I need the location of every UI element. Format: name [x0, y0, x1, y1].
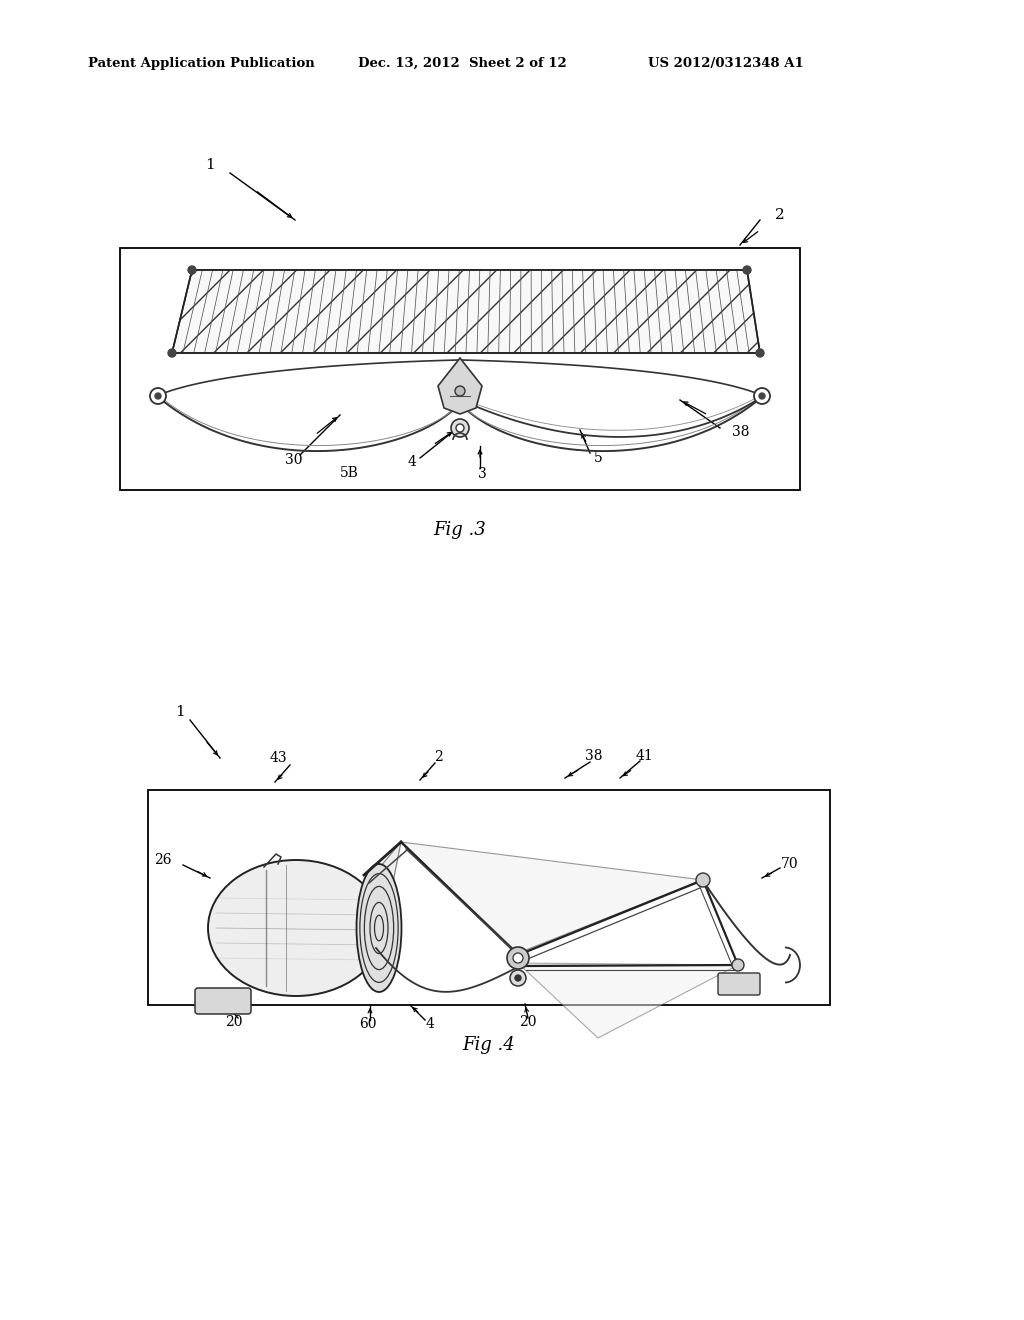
Circle shape: [451, 418, 469, 437]
Text: Fig .4: Fig .4: [463, 1036, 515, 1053]
Polygon shape: [518, 964, 738, 1038]
Circle shape: [732, 960, 744, 972]
FancyBboxPatch shape: [718, 973, 760, 995]
Text: Patent Application Publication: Patent Application Publication: [88, 57, 314, 70]
Circle shape: [150, 388, 166, 404]
Text: 43: 43: [269, 751, 287, 766]
Polygon shape: [369, 842, 401, 968]
Text: 1: 1: [205, 158, 215, 172]
Text: 20: 20: [225, 1015, 243, 1030]
Text: 1: 1: [175, 705, 184, 719]
Circle shape: [456, 424, 464, 432]
Text: 26: 26: [155, 853, 172, 867]
Bar: [148, 789, 830, 1005]
Text: 38: 38: [586, 748, 603, 763]
Text: 2: 2: [775, 209, 784, 222]
Circle shape: [756, 348, 764, 356]
Circle shape: [455, 385, 465, 396]
Text: 2: 2: [433, 750, 442, 764]
Circle shape: [696, 873, 710, 887]
Polygon shape: [401, 842, 703, 953]
Text: 20: 20: [519, 1015, 537, 1030]
Circle shape: [510, 970, 526, 986]
Text: 60: 60: [359, 1016, 377, 1031]
Text: 4: 4: [426, 1016, 434, 1031]
Text: 3: 3: [478, 467, 486, 480]
Text: 41: 41: [635, 748, 653, 763]
Circle shape: [513, 953, 523, 964]
Polygon shape: [172, 271, 760, 352]
Ellipse shape: [356, 865, 401, 993]
FancyBboxPatch shape: [195, 987, 251, 1014]
Text: US 2012/0312348 A1: US 2012/0312348 A1: [648, 57, 804, 70]
Bar: [120, 248, 800, 490]
Circle shape: [515, 975, 521, 981]
Text: 5B: 5B: [340, 466, 358, 480]
Circle shape: [759, 393, 765, 399]
Text: 4: 4: [408, 455, 417, 469]
Text: Dec. 13, 2012  Sheet 2 of 12: Dec. 13, 2012 Sheet 2 of 12: [358, 57, 566, 70]
Text: 30: 30: [285, 453, 302, 467]
Text: 38: 38: [732, 425, 750, 440]
Circle shape: [507, 946, 529, 969]
Circle shape: [188, 267, 196, 275]
Text: 5: 5: [594, 451, 603, 465]
Circle shape: [754, 388, 770, 404]
Ellipse shape: [208, 861, 384, 997]
Circle shape: [168, 348, 176, 356]
Circle shape: [155, 393, 161, 399]
Text: Fig .3: Fig .3: [433, 521, 486, 539]
Polygon shape: [438, 358, 482, 414]
Circle shape: [743, 267, 751, 275]
Text: 70: 70: [781, 857, 799, 871]
